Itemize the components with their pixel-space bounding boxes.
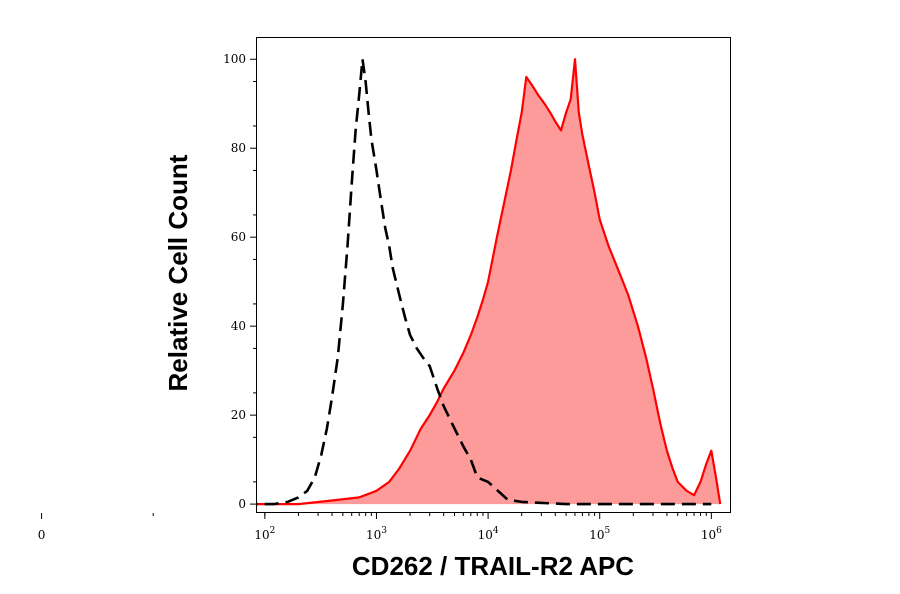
x-tick-label: 106 bbox=[701, 526, 722, 542]
x-tick-label: 104 bbox=[478, 526, 499, 542]
y-tick-label: 80 bbox=[231, 141, 246, 155]
x-tick-label: 0 bbox=[38, 528, 46, 542]
y-tick-label: 40 bbox=[231, 319, 246, 333]
y-tick-label: 0 bbox=[238, 497, 246, 511]
x-tick-label: 102 bbox=[254, 526, 275, 542]
plot-frame bbox=[256, 37, 731, 513]
x-axis: 0 102 103 104 105 106 bbox=[38, 513, 722, 542]
x-axis-title: CD262 / TRAIL-R2 APC bbox=[352, 551, 634, 581]
filled-histogram-area bbox=[256, 59, 721, 505]
dashed-histogram-line bbox=[256, 57, 712, 506]
filled-histogram-outline bbox=[256, 58, 722, 506]
y-axis-title: Relative Cell Count bbox=[163, 154, 193, 391]
x-tick-label: 105 bbox=[589, 526, 610, 542]
y-axis: 0 20 40 60 80 100 bbox=[223, 52, 256, 511]
y-tick-label: 20 bbox=[231, 408, 246, 422]
y-tick-label: 100 bbox=[223, 52, 246, 66]
series-layer bbox=[256, 57, 722, 506]
y-tick-label: 60 bbox=[231, 230, 246, 244]
x-tick-label: 103 bbox=[366, 526, 387, 542]
